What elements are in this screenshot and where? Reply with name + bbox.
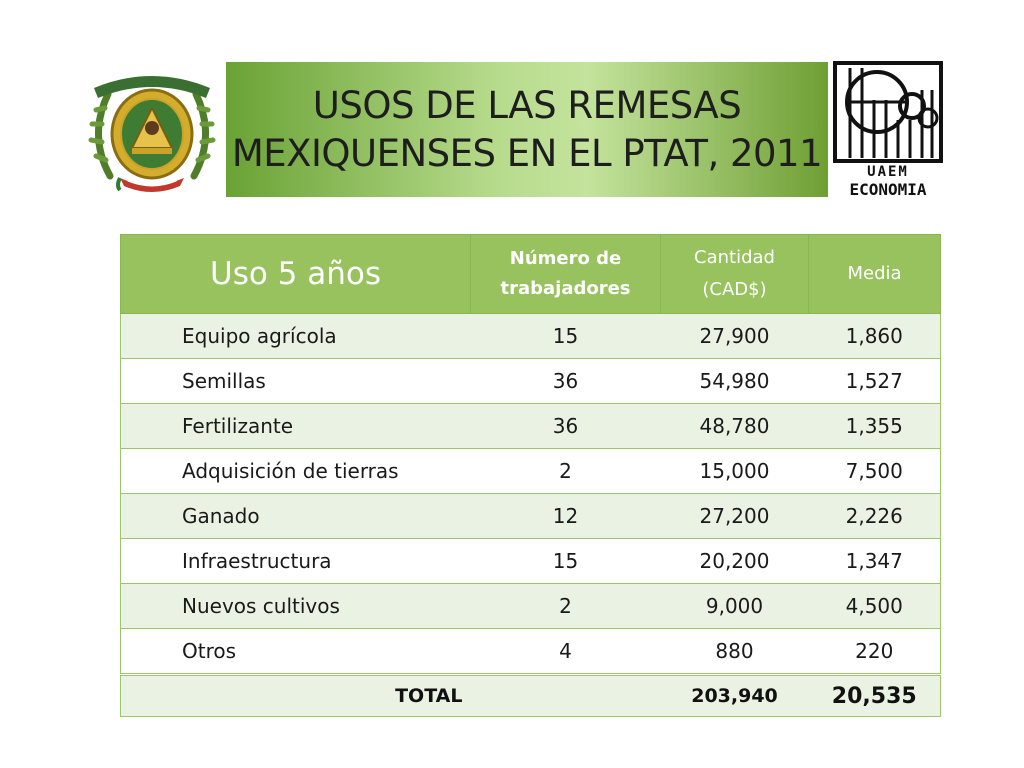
university-seal-logo <box>80 66 224 198</box>
total-amount: 203,940 <box>660 673 809 717</box>
header-workers: Número de trabajadores <box>470 234 661 314</box>
cell-workers: 4 <box>470 628 661 675</box>
cell-use: Otros <box>120 628 471 675</box>
table-row: Semillas 36 54,980 1,527 <box>120 358 941 404</box>
table-row: Otros 4 880 220 <box>120 628 941 675</box>
header-workers-line-1: Número de <box>509 248 622 269</box>
table-header-row: Uso 5 años Número de trabajadores Cantid… <box>120 234 941 314</box>
header-use: Uso 5 años <box>120 234 471 314</box>
logo-text-economia: ECONOMIA <box>849 180 927 199</box>
cell-workers: 36 <box>470 358 661 404</box>
cell-amount: 20,200 <box>660 538 809 584</box>
table-row: Adquisición de tierras 2 15,000 7,500 <box>120 448 941 494</box>
cell-mean: 1,347 <box>808 538 941 584</box>
cell-mean: 1,355 <box>808 403 941 449</box>
table-row: Equipo agrícola 15 27,900 1,860 <box>120 313 941 359</box>
cell-mean: 220 <box>808 628 941 675</box>
remittance-uses-table: Uso 5 años Número de trabajadores Cantid… <box>120 234 941 717</box>
logo-text-uaem: UAEM <box>867 164 909 180</box>
cell-workers: 15 <box>470 538 661 584</box>
cell-use: Infraestructura <box>120 538 471 584</box>
uaem-economia-logo: UAEM ECONOMIA <box>832 60 944 200</box>
cell-mean: 2,226 <box>808 493 941 539</box>
cell-amount: 880 <box>660 628 809 675</box>
total-workers <box>470 673 661 717</box>
header-amount-line-1: Cantidad <box>694 247 775 268</box>
cell-workers: 2 <box>470 583 661 629</box>
table-row: Ganado 12 27,200 2,226 <box>120 493 941 539</box>
cell-mean: 1,860 <box>808 313 941 359</box>
header-amount-line-2: (CAD$) <box>702 279 767 300</box>
table-row: Infraestructura 15 20,200 1,347 <box>120 538 941 584</box>
cell-amount: 15,000 <box>660 448 809 494</box>
cell-mean: 1,527 <box>808 358 941 404</box>
university-seal-icon <box>88 76 216 192</box>
cell-use: Adquisición de tierras <box>120 448 471 494</box>
cell-amount: 54,980 <box>660 358 809 404</box>
cell-use: Nuevos cultivos <box>120 583 471 629</box>
cell-workers: 12 <box>470 493 661 539</box>
cell-workers: 36 <box>470 403 661 449</box>
table-total-row: TOTAL 203,940 20,535 <box>120 673 941 717</box>
table-row: Nuevos cultivos 2 9,000 4,500 <box>120 583 941 629</box>
cell-workers: 15 <box>470 313 661 359</box>
cell-mean: 7,500 <box>808 448 941 494</box>
slide-title-line-1: USOS DE LAS REMESAS <box>312 83 742 127</box>
cell-mean: 4,500 <box>808 583 941 629</box>
cell-workers: 2 <box>470 448 661 494</box>
slide-title-banner: USOS DE LAS REMESAS MEXIQUENSES EN EL PT… <box>226 62 828 197</box>
uaem-economia-logo-icon <box>833 61 943 163</box>
total-mean: 20,535 <box>808 673 941 717</box>
header-mean: Media <box>808 234 941 314</box>
cell-use: Semillas <box>120 358 471 404</box>
header-workers-line-2: trabajadores <box>500 278 631 299</box>
cell-amount: 48,780 <box>660 403 809 449</box>
cell-use: Equipo agrícola <box>120 313 471 359</box>
cell-use: Ganado <box>120 493 471 539</box>
total-label: TOTAL <box>120 673 471 717</box>
cell-use: Fertilizante <box>120 403 471 449</box>
cell-amount: 27,200 <box>660 493 809 539</box>
cell-amount: 9,000 <box>660 583 809 629</box>
remittance-uses-table-container: Uso 5 años Número de trabajadores Cantid… <box>120 234 941 717</box>
slide-title-line-2: MEXIQUENSES EN EL PTAT, 2011 <box>231 131 823 175</box>
cell-amount: 27,900 <box>660 313 809 359</box>
header-amount: Cantidad (CAD$) <box>660 234 809 314</box>
table-row: Fertilizante 36 48,780 1,355 <box>120 403 941 449</box>
